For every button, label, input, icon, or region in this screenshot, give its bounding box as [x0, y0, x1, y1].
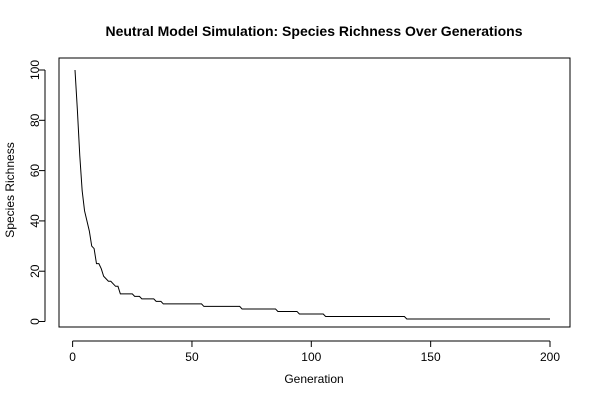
x-axis-label: Generation — [284, 372, 343, 386]
y-axis: 0 20 40 60 80 100 — [28, 60, 46, 325]
y-tick-label: 80 — [28, 113, 42, 127]
y-axis-label: Species Richness — [3, 142, 17, 237]
series-line — [74, 69, 550, 320]
x-tick-label: 150 — [421, 350, 441, 364]
plot-frame — [58, 57, 571, 328]
y-tick-label: 0 — [28, 318, 42, 325]
x-tick-label: 200 — [540, 350, 560, 364]
y-tick-label: 100 — [28, 60, 42, 80]
x-axis: 0 50 100 150 200 — [69, 340, 560, 364]
x-tick-label: 0 — [69, 350, 76, 364]
chart-title: Neutral Model Simulation: Species Richne… — [105, 23, 522, 39]
y-tick-label: 20 — [28, 264, 42, 278]
y-tick-label: 40 — [28, 214, 42, 228]
y-tick-label: 60 — [28, 164, 42, 178]
x-tick-label: 100 — [301, 350, 321, 364]
x-tick-label: 50 — [185, 350, 199, 364]
